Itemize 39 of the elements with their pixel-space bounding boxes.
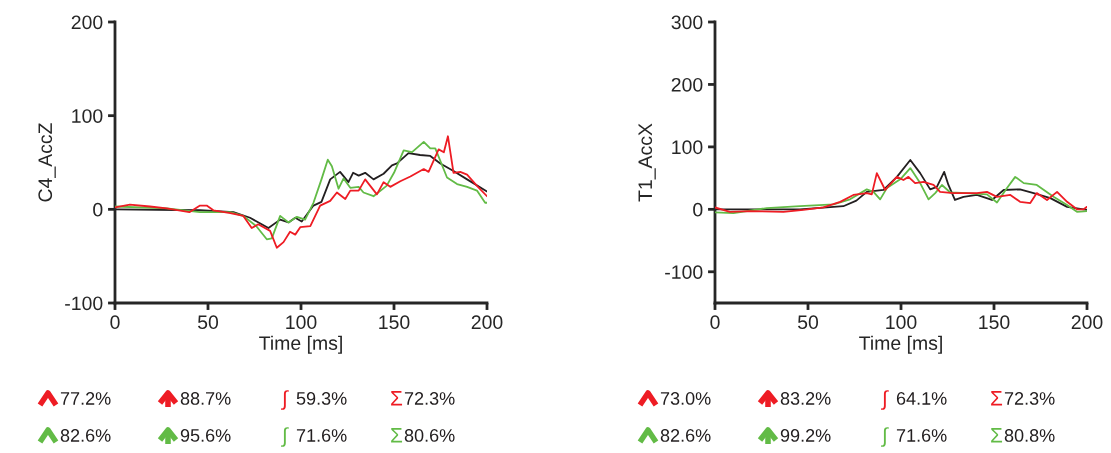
- x-tick-label: 50: [797, 315, 819, 330]
- text: ∫ 59.3%: [281, 390, 347, 410]
- x-axis-title: Time [ms]: [259, 335, 342, 354]
- x-tick-label: 100: [286, 315, 317, 330]
- x-axis-title: Time [ms]: [859, 335, 942, 354]
- text: 73.0%: [660, 392, 711, 405]
- text: 99.2%: [780, 429, 831, 442]
- y-axis-title: T1_AccX: [638, 123, 656, 202]
- text: 82.6%: [60, 429, 111, 442]
- y-tick-label: 100: [672, 140, 703, 155]
- y-tick-label: 200: [71, 15, 103, 30]
- text: 83.2%: [780, 392, 831, 405]
- y-tick-label: -100: [665, 265, 703, 280]
- x-tick-label: 50: [197, 315, 219, 330]
- y-tick-label: -100: [65, 296, 103, 311]
- text: ∫ 64.1%: [881, 390, 947, 410]
- x-tick-label: 200: [1071, 315, 1103, 330]
- y-tick-label: 0: [693, 202, 703, 217]
- x-tick-label: 0: [110, 315, 120, 330]
- text: 95.6%: [180, 429, 231, 442]
- y-axis-title: C4_AccZ: [38, 123, 56, 202]
- text: 82.6%: [660, 429, 711, 442]
- x-tick-label: 100: [886, 315, 917, 330]
- x-tick-label: 150: [379, 315, 410, 330]
- y-tick-label: 0: [93, 202, 103, 217]
- text: 77.2%: [60, 392, 111, 405]
- text: 88.7%: [180, 392, 231, 405]
- y-tick-label: 200: [671, 77, 703, 92]
- text: Σ72.3%: [391, 391, 455, 406]
- x-tick-label: 150: [979, 315, 1010, 330]
- text: Σ80.6%: [391, 428, 455, 443]
- text: ∫ 71.6%: [281, 427, 347, 447]
- text: ∫ 71.6%: [881, 427, 947, 447]
- x-tick-label: 200: [471, 315, 503, 330]
- text: Σ80.8%: [991, 428, 1055, 443]
- text: Σ72.3%: [991, 391, 1055, 406]
- x-tick-label: 0: [710, 315, 720, 330]
- y-tick-label: 300: [671, 15, 703, 30]
- y-tick-label: 100: [72, 109, 103, 123]
